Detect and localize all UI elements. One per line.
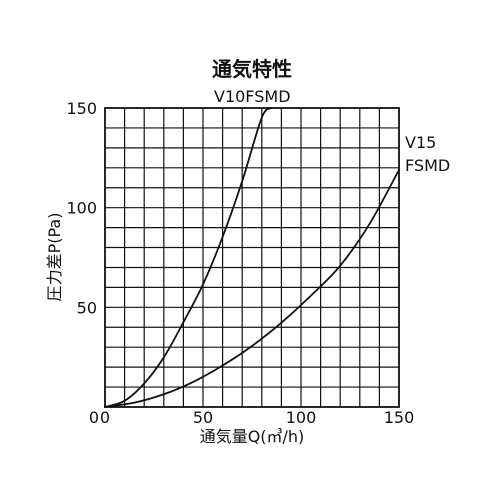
chart-title: 通気特性: [212, 57, 292, 81]
y-axis-label: 圧力差P(Pa): [45, 213, 64, 302]
tick-labels: 0 50 100 150 0 50 100 150: [66, 99, 414, 427]
x-tick-label: 100: [286, 408, 317, 427]
series-label-v15-line2: FSMD: [405, 156, 450, 175]
grid: [105, 108, 399, 407]
plot-frame: [104, 107, 400, 408]
x-tick-label: 150: [384, 408, 415, 427]
y-tick-label: 50: [77, 298, 97, 317]
series-label-v15-line1: V15: [405, 133, 436, 152]
series-line-v15fsmd: [104, 168, 400, 408]
y-tick-label: 150: [66, 99, 97, 118]
y-tick-label: 100: [66, 199, 97, 218]
x-tick-label: 0: [100, 408, 110, 427]
x-tick-label: 50: [193, 408, 213, 427]
series-label-v10fsmd: V10FSMD: [214, 87, 291, 106]
origin-tick-label: 0: [89, 408, 99, 427]
x-axis-label: 通気量Q(㎥/h): [200, 427, 305, 446]
curves: [104, 107, 400, 408]
series-line-v10fsmd: [104, 107, 273, 408]
